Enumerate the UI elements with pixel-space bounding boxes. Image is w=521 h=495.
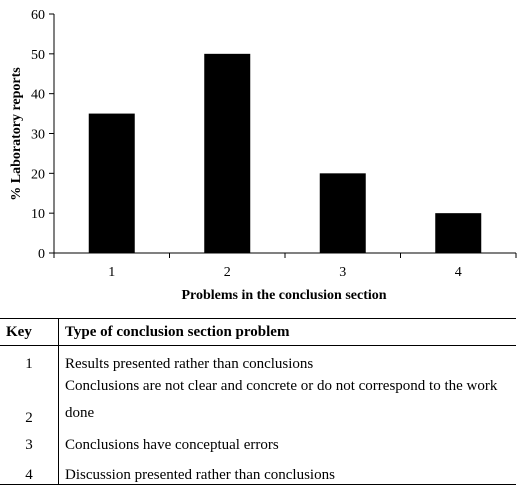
x-axis: 1 2 3 4 [53, 252, 517, 280]
y-axis-title: % Laboratory reports [9, 67, 24, 201]
x-tick-label: 3 [339, 265, 346, 280]
x-axis-title: Problems in the conclusion section [181, 288, 386, 303]
y-tick-label: 50 [31, 48, 45, 63]
key-column-header: Key [0, 318, 59, 346]
problem-cell: Conclusions are not clear and concrete o… [65, 378, 498, 421]
problem-cell: Results presented rather than conclusion… [65, 356, 314, 372]
bar [204, 53, 251, 254]
table-row: 4 Discussion presented rather than concl… [0, 454, 516, 485]
bar [435, 213, 482, 253]
key-cell: 4 [0, 454, 59, 485]
table-row: 1 Results presented rather than conclusi… [0, 345, 516, 373]
problem-cell: Discussion presented rather than conclus… [58, 454, 516, 485]
y-axis: 0 10 20 30 40 50 60 [31, 8, 55, 262]
y-tick-label: 40 [31, 88, 45, 103]
bar [88, 113, 135, 253]
key-table: Key Type of conclusion section problem 1… [0, 318, 516, 485]
y-tick-label: 20 [31, 167, 45, 182]
table-row: 3 Conclusions have conceptual errors [0, 427, 516, 454]
type-column-header: Type of conclusion section problem [58, 318, 516, 346]
key-cell: 1 [0, 345, 59, 373]
bar [319, 173, 366, 253]
y-tick-label: 0 [38, 247, 45, 262]
bars [88, 53, 482, 254]
x-tick-label: 2 [224, 265, 231, 280]
y-tick-label: 60 [31, 8, 45, 23]
y-tick-label: 30 [31, 128, 45, 143]
problem-cell: Conclusions have conceptual errors [65, 437, 279, 453]
table-row: 2 Conclusions are not clear and concrete… [0, 373, 516, 427]
y-tick-label: 10 [31, 207, 45, 222]
key-cell: 2 [0, 373, 59, 427]
x-tick-label: 1 [108, 265, 115, 280]
x-tick-label: 4 [455, 265, 462, 280]
key-table-header: Key Type of conclusion section problem [0, 318, 516, 346]
key-cell: 3 [0, 427, 59, 454]
